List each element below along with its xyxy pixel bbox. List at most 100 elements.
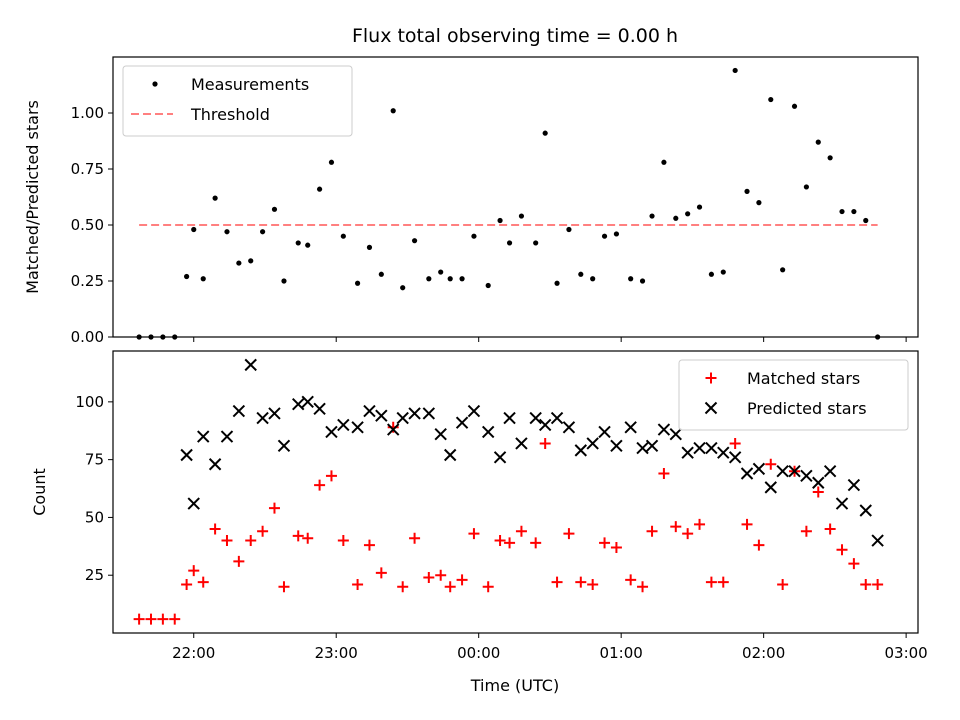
x-tick-label: 22:00	[172, 644, 215, 662]
matched-stars-point	[494, 535, 506, 547]
matched-stars-point	[456, 574, 468, 586]
bottom-panel-frame	[112, 350, 919, 634]
predicted-stars-point	[529, 411, 542, 425]
matched-stars-point	[860, 578, 872, 590]
matched-stars-point	[375, 567, 387, 579]
predicted-stars-point	[363, 404, 376, 418]
top-legend: Measurements Threshold	[122, 65, 353, 137]
measurements-point	[224, 229, 230, 235]
predicted-stars-point	[586, 437, 599, 450]
matched-stars-point	[423, 572, 435, 584]
extra-point	[871, 534, 884, 547]
predicted-stars-point	[705, 441, 718, 455]
predicted-stars-point	[728, 451, 742, 464]
matched-stars-point	[133, 613, 145, 625]
legend-swatch-measurements	[152, 81, 158, 87]
predicted-stars-point	[408, 407, 421, 420]
matched-stars-point	[741, 518, 753, 530]
x-tick-label: 01:00	[600, 644, 643, 662]
predicted-stars-point	[187, 497, 200, 510]
measurements-point	[601, 233, 608, 239]
predicted-stars-point	[375, 409, 388, 422]
measurements-point	[661, 159, 667, 165]
predicted-stars-point	[396, 411, 409, 425]
predicted-stars-point	[636, 441, 649, 455]
matched-stars-point	[563, 528, 575, 540]
predicted-stars-point	[386, 423, 400, 436]
measurements-point	[696, 204, 703, 210]
predicted-stars-point	[455, 416, 469, 429]
predicted-stars-point	[422, 407, 436, 420]
measurements-point	[639, 278, 646, 284]
x-tick-label: 02:00	[742, 644, 785, 662]
matched-stars-point	[587, 578, 599, 590]
predicted-stars-point	[562, 421, 576, 434]
measurements-point	[756, 200, 762, 206]
matched-stars-point	[504, 537, 516, 549]
measurements-point	[803, 184, 809, 190]
bottom-panel-axes: 22:00 23:00 00:00 01:00 02:00 03:00 25 50 75 100	[75, 393, 927, 662]
x-axis-label: Time (UTC)	[470, 676, 559, 695]
matched-stars-point	[800, 525, 812, 537]
top-panel-frame	[112, 56, 919, 338]
predicted-stars-point	[812, 476, 825, 489]
predicted-stars-point	[610, 439, 623, 452]
measurements-point	[518, 213, 525, 219]
measurements-point	[791, 103, 798, 109]
matched-stars-point	[468, 528, 480, 540]
y-tick-label: 75	[85, 451, 104, 469]
matched-stars-point	[292, 530, 304, 542]
matched-stars-point	[705, 576, 717, 588]
matched-stars-point	[314, 479, 326, 491]
measurements-point	[744, 188, 750, 194]
predicted-stars-point	[574, 444, 588, 457]
matched-stars-point	[515, 525, 527, 537]
bottom-panel-marks	[133, 358, 884, 625]
predicted-stars-point	[351, 421, 364, 434]
matched-stars-point	[363, 539, 375, 551]
measurements-point	[708, 271, 715, 277]
matched-stars-point	[670, 521, 682, 533]
x-tick-label: 00:00	[457, 644, 500, 662]
measurements-point	[506, 240, 513, 246]
measurements-point	[400, 285, 406, 291]
matched-stars-point	[753, 539, 765, 551]
measurements-point	[184, 273, 190, 280]
predicted-stars-point	[443, 448, 457, 462]
matched-stars-point	[409, 532, 421, 544]
measurements-point	[447, 276, 453, 282]
measurements-point	[305, 242, 311, 248]
y-tick-label: 0.00	[71, 328, 104, 346]
predicted-stars-point	[788, 464, 801, 478]
measurements-point	[578, 271, 584, 277]
measurements-point	[533, 240, 539, 246]
measurements-point	[497, 217, 503, 224]
matched-stars-point	[387, 421, 399, 433]
matched-stars-point	[530, 537, 542, 549]
predicted-stars-point	[681, 446, 694, 459]
measurements-point	[839, 208, 845, 215]
legend-label-matched-stars: Matched stars	[747, 369, 860, 388]
predicted-stars-point	[197, 430, 210, 443]
measurements-point	[780, 267, 786, 273]
matched-stars-point	[221, 535, 233, 547]
top-panel-marks	[136, 67, 881, 340]
predicted-stars-point	[645, 439, 659, 452]
predicted-stars-point	[268, 407, 281, 420]
matched-stars-point	[435, 569, 447, 581]
matched-stars-point	[765, 458, 777, 470]
legend-label-measurements: Measurements	[191, 75, 309, 94]
predicted-stars-point	[313, 402, 326, 415]
measurements-point	[366, 244, 373, 250]
predicted-stars-point	[740, 467, 754, 480]
y-tick-label: 100	[75, 393, 104, 411]
y-tick-label: 50	[85, 508, 104, 526]
measurements-point	[459, 276, 465, 282]
top-panel: 0.00 0.25 0.50 0.75 1.00 Matched/Predicted s…	[23, 56, 919, 346]
predicted-stars-point	[325, 425, 338, 439]
predicted-stars-point	[800, 469, 813, 483]
matched-stars-point	[729, 437, 741, 449]
predicted-stars-point	[717, 446, 730, 459]
predicted-stars-point	[208, 458, 222, 471]
y-tick-label: 1.00	[71, 104, 104, 122]
